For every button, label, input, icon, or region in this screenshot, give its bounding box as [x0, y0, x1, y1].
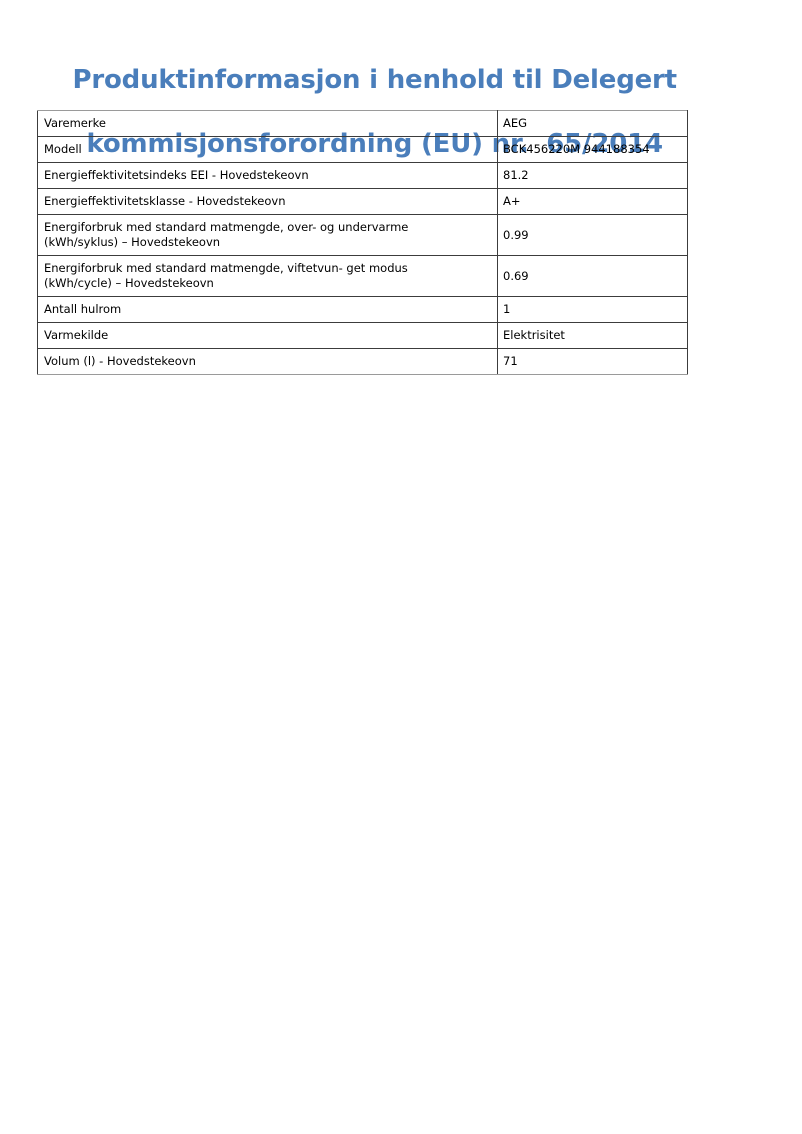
property-label: Antall hulrom: [44, 302, 122, 316]
table-row: Energieffektivitetsklasse - Hovedstekeov…: [37, 188, 688, 215]
property-value: AEG: [503, 116, 528, 130]
table-cell-value: A+: [497, 188, 688, 215]
property-value: 71: [503, 354, 518, 368]
property-label: Energiforbruk med standard matmengde, vi…: [44, 261, 408, 290]
table-cell-value: BCK456220M 944188354: [497, 136, 688, 163]
table-row: Energiforbruk med standard matmengde, ov…: [37, 214, 688, 256]
table-cell-value: AEG: [497, 110, 688, 137]
table-cell-value: Elektrisitet: [497, 322, 688, 349]
property-value: Elektrisitet: [503, 328, 565, 342]
table-cell-label: Varmekilde: [37, 322, 498, 349]
table-row: Varemerke AEG: [37, 110, 688, 137]
table-cell-label: Volum (l) - Hovedstekeovn: [37, 348, 498, 375]
table-row: Energieffektivitetsindeks EEI - Hovedste…: [37, 162, 688, 189]
property-value: 0.69: [503, 268, 529, 283]
product-information-table: Varemerke AEG Modell BCK456220M 944188354 En…: [37, 110, 688, 375]
table-cell-label: Modell: [37, 136, 498, 163]
property-value: 0.99: [503, 227, 529, 242]
property-label: Varemerke: [44, 116, 106, 130]
table-row: Energiforbruk med standard matmengde, vi…: [37, 255, 688, 297]
table-cell-value: 1: [497, 296, 688, 323]
table-row: Varmekilde Elektrisitet: [37, 322, 688, 349]
property-value: A+: [503, 194, 521, 208]
table-cell-value: 81.2: [497, 162, 688, 189]
table-cell-value: 0.69: [497, 255, 688, 297]
property-label: Varmekilde: [44, 328, 109, 342]
property-label: Volum (l) - Hovedstekeovn: [44, 354, 196, 368]
table-row: Antall hulrom 1: [37, 296, 688, 323]
table-cell-label: Energieffektivitetsklasse - Hovedstekeov…: [37, 188, 498, 215]
table-row: Modell BCK456220M 944188354: [37, 136, 688, 163]
property-label: Modell: [44, 142, 82, 156]
property-value: 1: [503, 302, 511, 316]
table-cell-label: Energiforbruk med standard matmengde, ov…: [37, 214, 498, 256]
table-cell-label: Varemerke: [37, 110, 498, 137]
page-title-line-1: Produktinformasjon i henhold til Deleger…: [72, 65, 678, 95]
property-label: Energiforbruk med standard matmengde, ov…: [44, 220, 409, 249]
table-cell-label: Antall hulrom: [37, 296, 498, 323]
table-cell-label: Energieffektivitetsindeks EEI - Hovedste…: [37, 162, 498, 189]
table-body: Varemerke AEG Modell BCK456220M 944188354 En…: [37, 110, 688, 375]
table-cell-value: 71: [497, 348, 688, 375]
property-label: Energieffektivitetsklasse - Hovedstekeov…: [44, 194, 286, 208]
property-value: BCK456220M 944188354: [503, 142, 650, 156]
property-value: 81.2: [503, 168, 529, 182]
table-row: Volum (l) - Hovedstekeovn 71: [37, 348, 688, 375]
table-cell-value: 0.99: [497, 214, 688, 256]
property-label: Energieffektivitetsindeks EEI - Hovedste…: [44, 168, 309, 182]
table-cell-label: Energiforbruk med standard matmengde, vi…: [37, 255, 498, 297]
